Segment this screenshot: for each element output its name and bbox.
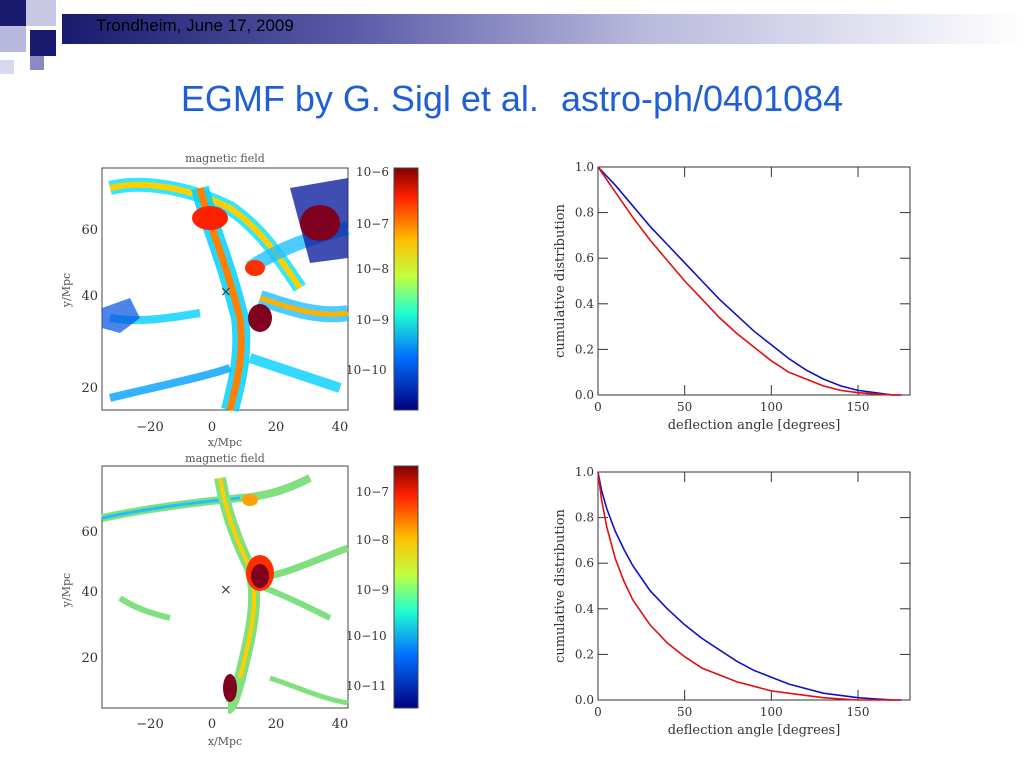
colorbar-tick-label: 10−9 — [356, 583, 389, 597]
series-line-0 — [597, 471, 902, 701]
x-tick-label: 0 — [594, 400, 602, 414]
colorbar-tick-label: 10−8 — [356, 533, 389, 547]
colorbar-tick-label: 10−7 — [356, 217, 389, 231]
x-tick-label: 40 — [332, 717, 349, 732]
colorbar — [393, 465, 419, 709]
x-tick-label: 0 — [208, 717, 216, 732]
map-ylabel: y/Mpc — [60, 573, 73, 608]
x-axis-label: deflection angle [degrees] — [668, 723, 841, 738]
y-tick-label: 0.2 — [575, 342, 594, 356]
colorbar-tick-label: 10−10 — [346, 629, 387, 643]
y-axis-label: cumulative distribution — [553, 203, 568, 357]
y-tick-label: 0.0 — [575, 388, 594, 402]
colorbar-tick-labels: 10−6 10−7 10−8 10−9 10−10 — [346, 165, 389, 377]
slide-title-part2: astro-ph/0401084 — [560, 78, 844, 119]
colorbar-tick-label: 10−10 — [346, 363, 387, 377]
y-tick-label: 0.6 — [575, 251, 594, 265]
map-xlabel: x/Mpc — [208, 735, 242, 748]
y-axis-label: cumulative distribution — [553, 508, 568, 662]
y-tick-label: 0.2 — [575, 647, 594, 661]
series-line-0 — [597, 166, 902, 396]
x-tick-label: −20 — [136, 717, 163, 732]
x-tick-label: 150 — [847, 400, 870, 414]
x-tick-label: 50 — [677, 400, 692, 414]
header-bar — [62, 14, 1024, 44]
x-tick-label: 20 — [268, 420, 285, 435]
y-tick-label: 1.0 — [575, 160, 594, 174]
colorbar-tick-label: 10−6 — [356, 165, 389, 179]
x-tick-label: 0 — [208, 420, 216, 435]
slide-title: EGMF by G. Sigl et al. astro-ph/0401084 — [0, 78, 1024, 120]
series-line-1 — [597, 471, 902, 701]
colorbar-tick-label: 10−9 — [356, 313, 389, 327]
x-axis-label: deflection angle [degrees] — [668, 418, 841, 433]
axis-ticks: 0.0 0.2 0.4 0.6 0.8 1.0 0 50 100 150 — [575, 465, 910, 719]
x-tick-label: 100 — [760, 400, 783, 414]
colorbar-tick-label: 10−8 — [356, 262, 389, 276]
cumulative-distribution-chart-2: 0.0 0.2 0.4 0.6 0.8 1.0 0 50 100 150 cumulative d… — [553, 465, 911, 738]
magnetic-field-map-1: magnetic field × 10−6 10−7 10−8 10−9 10−… — [60, 152, 419, 448]
x-tick-label: 100 — [760, 705, 783, 719]
logo-square-3 — [0, 26, 26, 52]
map-x-ticks: −20 0 20 40 — [136, 717, 348, 732]
x-tick-label: 40 — [332, 420, 349, 435]
map-title: magnetic field — [185, 152, 265, 165]
colorbar-tick-labels: 10−7 10−8 10−9 10−10 10−11 — [346, 485, 389, 693]
y-tick-label: 20 — [81, 381, 98, 396]
map-cross: × — [220, 284, 232, 300]
colorbar-tick-label: 10−11 — [346, 679, 387, 693]
logo-square-4 — [30, 30, 56, 56]
y-tick-label: 0.0 — [575, 693, 594, 707]
y-tick-label: 0.8 — [575, 511, 594, 525]
y-tick-label: 40 — [81, 585, 98, 600]
series-group — [597, 471, 902, 701]
map-ylabel: y/Mpc — [60, 273, 73, 308]
y-tick-label: 0.4 — [575, 602, 594, 616]
axis-ticks: 0.0 0.2 0.4 0.6 0.8 1.0 0 50 100 150 — [575, 160, 910, 414]
y-tick-label: 1.0 — [575, 465, 594, 479]
colorbar-tick-label: 10−7 — [356, 485, 389, 499]
x-tick-label: −20 — [136, 420, 163, 435]
map-y-ticks: 20 40 60 — [81, 525, 98, 666]
slide-title-part1: EGMF by G. Sigl et al. — [180, 78, 539, 119]
y-tick-label: 60 — [81, 525, 98, 540]
map-title: magnetic field — [185, 452, 265, 465]
logo-square-1 — [0, 0, 26, 26]
y-tick-label: 20 — [81, 651, 98, 666]
y-tick-label: 0.4 — [575, 297, 594, 311]
x-tick-label: 50 — [677, 705, 692, 719]
logo-square-5 — [30, 56, 44, 70]
map-filaments — [102, 177, 350, 413]
series-line-1 — [597, 166, 902, 396]
x-tick-label: 0 — [594, 705, 602, 719]
series-group — [597, 166, 902, 396]
logo-square-6 — [0, 60, 14, 74]
y-tick-label: 0.6 — [575, 556, 594, 570]
plot-frame — [597, 471, 911, 701]
x-tick-label: 150 — [847, 705, 870, 719]
map-x-ticks: −20 0 20 40 — [136, 420, 348, 435]
map-filaments — [101, 474, 350, 714]
y-tick-label: 40 — [81, 289, 98, 304]
logo-square-2 — [26, 0, 56, 26]
x-tick-label: 20 — [268, 717, 285, 732]
y-tick-label: 60 — [81, 223, 98, 238]
y-tick-label: 0.8 — [575, 206, 594, 220]
plot-frame — [597, 166, 911, 396]
magnetic-field-map-2: magnetic field × 10−7 10−8 10−9 10−10 10… — [60, 452, 419, 748]
header-text: Trondheim, June 17, 2009 — [96, 16, 294, 35]
colorbar — [393, 167, 419, 411]
cumulative-distribution-chart-1: 0.0 0.2 0.4 0.6 0.8 1.0 0 50 100 150 cumulative d… — [553, 160, 911, 433]
map-y-ticks: 20 40 60 — [81, 223, 98, 396]
map-cross: × — [220, 582, 232, 598]
map-xlabel: x/Mpc — [208, 436, 242, 448]
